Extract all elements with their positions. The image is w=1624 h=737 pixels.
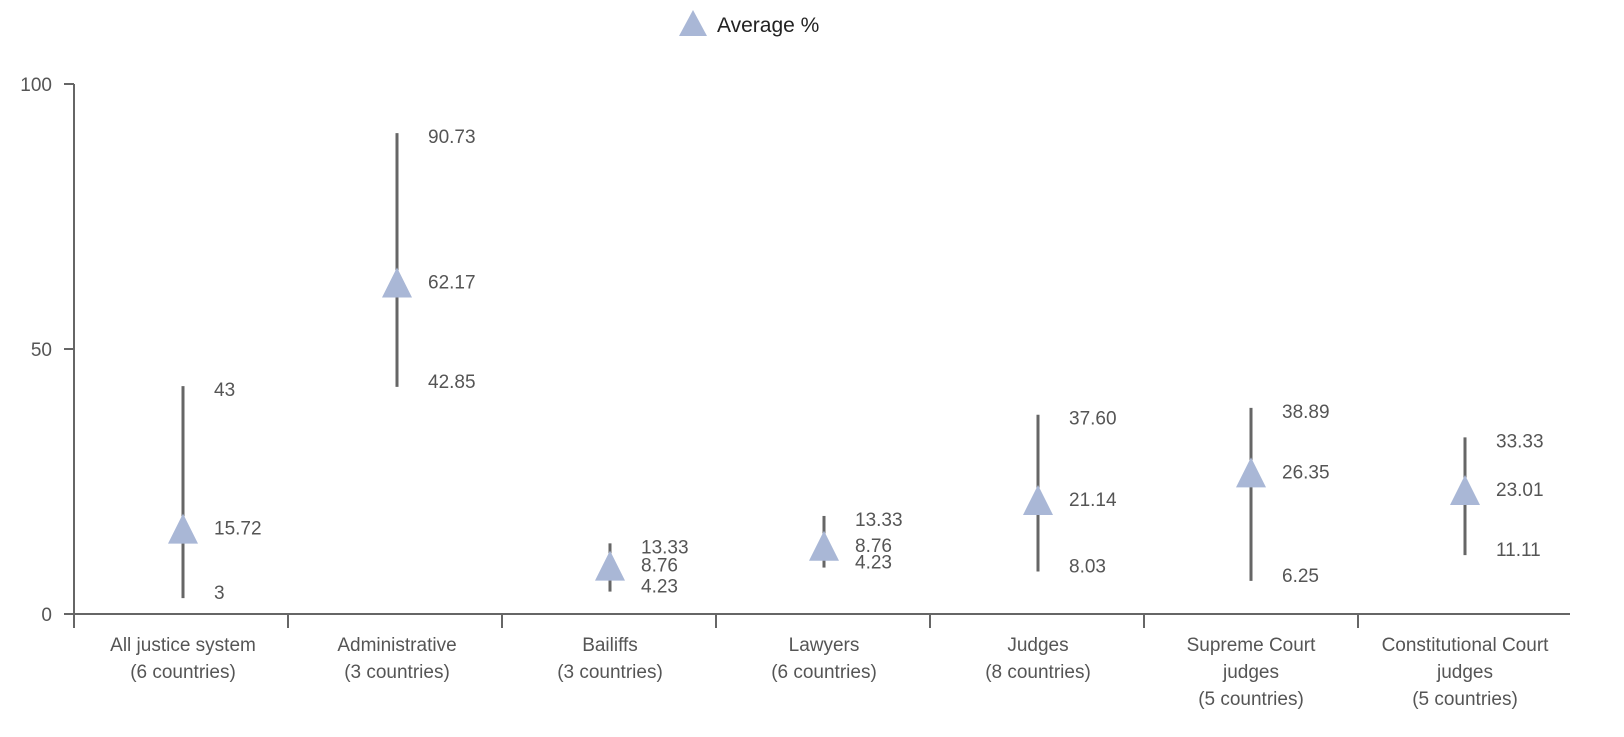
max-label: 90.73 <box>428 127 476 148</box>
legend-label: Average % <box>717 14 819 37</box>
average-marker <box>382 267 412 298</box>
average-label: 15.72 <box>214 519 262 540</box>
range-item: 13.33 8.764.23 <box>809 510 903 574</box>
category-label: Administrative (3 countries) <box>337 635 456 683</box>
y-tick-labels: 0 50 100 <box>20 75 52 626</box>
average-marker <box>168 513 198 544</box>
max-label: 37.60 <box>1069 409 1117 430</box>
legend: Average % <box>679 10 819 37</box>
average-label: 26.35 <box>1282 462 1330 483</box>
y-tick-label: 0 <box>41 605 52 626</box>
range-item: 37.60 21.14 8.03 <box>1023 409 1117 577</box>
min-label: 6.25 <box>1282 566 1319 587</box>
min-label: 8.03 <box>1069 556 1106 577</box>
legend-marker-triangle <box>679 10 707 36</box>
category-label: Supreme Court judges (5 countries) <box>1187 635 1317 710</box>
range-item: 90.73 62.17 42.85 <box>382 127 476 393</box>
min-label: 42.85 <box>428 372 476 393</box>
range-item: 13.338.764.23 <box>595 537 689 598</box>
max-label: 33.33 <box>1496 431 1544 452</box>
min-label: 4.23 <box>641 577 678 598</box>
min-label: 11.11 <box>1496 540 1541 561</box>
min-label: 4.23 <box>855 553 892 574</box>
category-label: Bailiffs (3 countries) <box>557 635 663 683</box>
min-label: 3 <box>214 583 225 604</box>
max-label: 38.89 <box>1282 402 1330 423</box>
average-label: 21.14 <box>1069 490 1117 511</box>
max-label: 13.33 <box>641 537 689 558</box>
average-label: 23.01 <box>1496 480 1544 501</box>
max-label: 43 <box>214 380 235 401</box>
average-marker <box>1023 484 1053 515</box>
average-label: 8.76 <box>641 556 678 577</box>
average-label: 62.17 <box>428 272 476 293</box>
y-tick-label: 100 <box>20 75 52 96</box>
average-marker <box>1236 457 1266 488</box>
average-marker <box>809 530 839 561</box>
range-item: 38.89 26.35 6.25 <box>1236 402 1330 587</box>
category-label: Constitutional Court judges (5 countries) <box>1382 635 1550 710</box>
range-item: 33.33 23.01 11.11 <box>1450 431 1544 561</box>
category-label: Lawyers (6 countries) <box>771 635 877 683</box>
range-item: 43 15.72 3 <box>168 380 262 604</box>
average-label: 8.76 <box>855 536 892 557</box>
y-tick-label: 50 <box>31 340 52 361</box>
category-label: All justice system (6 countries) <box>110 635 256 683</box>
ranges: 4315.72390.7362.1742.8513.338.764.2313.3… <box>168 127 1544 604</box>
category-label: Judges (8 countries) <box>985 635 1091 683</box>
average-marker <box>595 550 625 581</box>
max-label: 13.33 <box>855 510 903 531</box>
axes <box>64 83 1570 628</box>
category-labels: All justice system (6 countries) Administr… <box>110 635 1549 710</box>
average-marker <box>1450 475 1480 506</box>
